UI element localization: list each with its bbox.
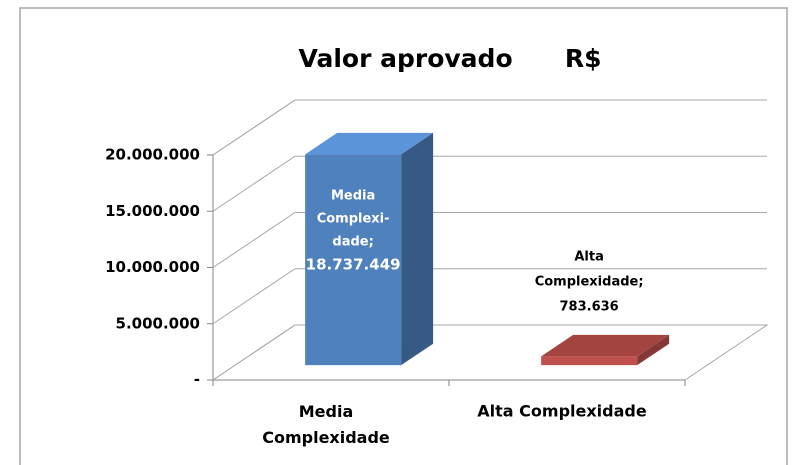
x-tick-label: Media Complexidade xyxy=(262,402,390,447)
grid-line xyxy=(212,99,767,156)
y-tick-label: 10.000.000 xyxy=(105,258,200,276)
y-tick-label: 15.000.000 xyxy=(105,202,200,220)
bar-side xyxy=(637,334,670,366)
grid-line xyxy=(212,155,767,212)
bar-top xyxy=(305,132,434,155)
data-label: Alta Complexidade; 783.636 xyxy=(535,249,644,314)
y-tick-label: 20.000.000 xyxy=(105,146,200,164)
bar-top xyxy=(541,334,670,357)
grid-line xyxy=(212,324,767,381)
data-label: Media Complexi-dade; 18.737.449 xyxy=(306,188,401,273)
grid-line xyxy=(212,212,767,268)
grid-line xyxy=(212,268,767,325)
chart-title: Valor aprovado R$ xyxy=(298,44,601,73)
bar-side xyxy=(401,132,434,366)
x-tick-label: Alta Complexidade xyxy=(477,402,647,421)
bar xyxy=(305,154,402,366)
y-tick-label: 5.000.000 xyxy=(116,314,200,332)
bar xyxy=(541,356,638,366)
y-tick-label: - xyxy=(194,371,200,389)
